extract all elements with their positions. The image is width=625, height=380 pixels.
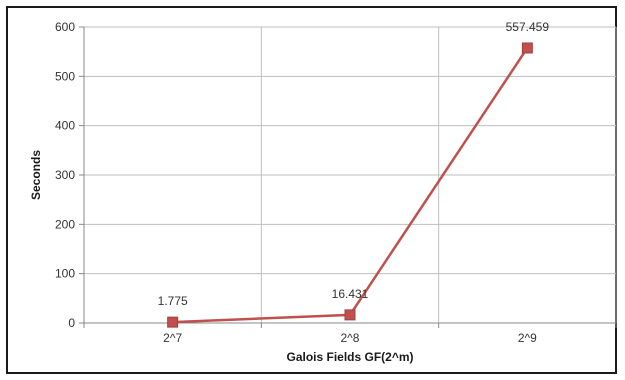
data-label: 16.431 [332, 287, 369, 301]
y-axis-title: Seconds [29, 150, 43, 200]
data-labels: 1.775 16.431 557.459 [158, 20, 550, 308]
y-tick-labels: 0 100 200 300 400 500 600 [55, 20, 75, 330]
data-label: 557.459 [506, 20, 550, 34]
data-point-marker [167, 316, 179, 328]
x-tick-label: 2^9 [518, 331, 537, 345]
y-tick-label: 0 [68, 316, 75, 330]
data-point-marker [344, 309, 356, 321]
series-line [167, 42, 533, 328]
axes [79, 26, 617, 328]
x-tick-label: 2^8 [341, 331, 360, 345]
y-tick-label: 500 [55, 69, 75, 83]
x-tick-labels: 2^7 2^8 2^9 [163, 331, 537, 345]
x-axis-title: Galois Fields GF(2^m) [286, 350, 413, 364]
y-tick-label: 400 [55, 119, 75, 133]
y-tick-label: 100 [55, 267, 75, 281]
y-tick-label: 200 [55, 217, 75, 231]
x-tick-label: 2^7 [163, 331, 182, 345]
data-point-marker [521, 42, 533, 54]
grid-lines [84, 26, 617, 323]
y-tick-label: 300 [55, 168, 75, 182]
data-label: 1.775 [158, 294, 188, 308]
series-line-path [172, 47, 529, 324]
y-tick-label: 600 [55, 20, 75, 34]
